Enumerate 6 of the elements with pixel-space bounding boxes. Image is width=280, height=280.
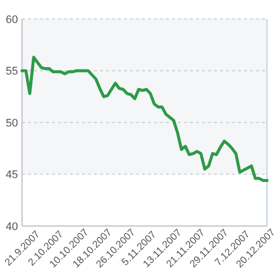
y-tick-label: 50 [6, 117, 18, 130]
y-tick-label: 60 [6, 14, 18, 26]
line-series [20, 56, 268, 182]
y-tick-label: 40 [6, 220, 18, 233]
y-tick-label: 45 [6, 169, 18, 182]
y-tick-label: 55 [6, 66, 18, 78]
